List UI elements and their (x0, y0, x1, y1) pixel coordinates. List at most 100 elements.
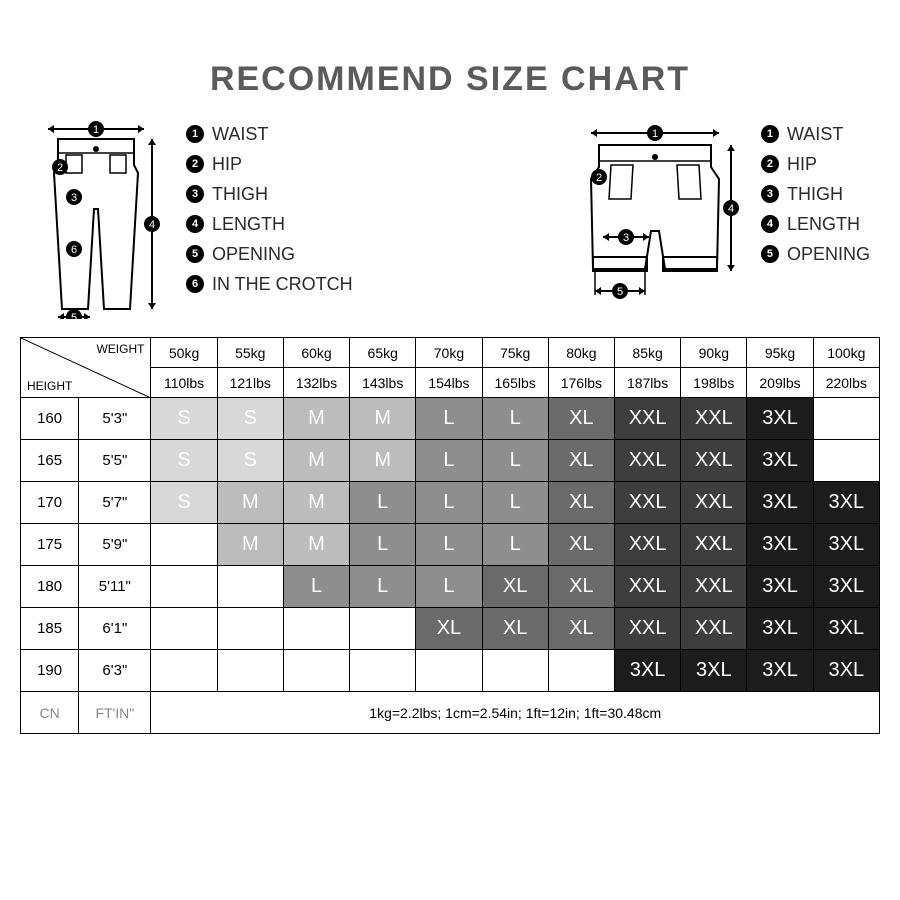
size-cell (151, 650, 217, 692)
pants-block: 1 4 2 3 6 (30, 119, 353, 319)
weight-lbs-cell: 220lbs (813, 368, 879, 398)
size-cell: 3XL (747, 482, 813, 524)
legend-label: THIGH (787, 179, 843, 209)
legend-item: 6IN THE CROTCH (186, 269, 353, 299)
weight-kg-cell: 95kg (747, 338, 813, 368)
size-cell: XL (548, 566, 614, 608)
size-cell: XXL (681, 398, 747, 440)
weight-lbs-cell: 187lbs (614, 368, 680, 398)
size-cell: S (217, 398, 283, 440)
size-cell (217, 566, 283, 608)
size-cell: 3XL (747, 440, 813, 482)
size-cell: XL (482, 566, 548, 608)
weight-lbs-cell: 121lbs (217, 368, 283, 398)
weight-lbs-cell: 154lbs (416, 368, 482, 398)
weight-lbs-cell: 176lbs (548, 368, 614, 398)
weight-kg-cell: 80kg (548, 338, 614, 368)
size-cell (416, 650, 482, 692)
size-cell: L (350, 566, 416, 608)
height-cn-cell: 165 (21, 440, 79, 482)
height-ft-cell: 5'9" (79, 524, 151, 566)
size-cell: 3XL (813, 650, 879, 692)
size-cell: 3XL (747, 608, 813, 650)
size-cell: L (482, 482, 548, 524)
size-cell: XL (416, 608, 482, 650)
height-ft-cell: 5'11" (79, 566, 151, 608)
legend-item: 5 OPENING (761, 239, 870, 269)
svg-text:3: 3 (623, 232, 629, 244)
legend-label: OPENING (787, 239, 870, 269)
size-cell: M (217, 524, 283, 566)
svg-text:5: 5 (71, 312, 77, 319)
size-cell: M (350, 440, 416, 482)
size-cell: XXL (614, 398, 680, 440)
svg-text:4: 4 (149, 219, 155, 231)
size-cell: L (416, 566, 482, 608)
weight-kg-cell: 85kg (614, 338, 680, 368)
size-cell: L (482, 440, 548, 482)
weight-kg-cell: 55kg (217, 338, 283, 368)
size-cell: L (416, 482, 482, 524)
size-cell: S (151, 482, 217, 524)
pants-legend: 1WAIST2HIP3THIGH4LENGTH5OPENING6IN THE C… (186, 119, 353, 299)
weight-kg-cell: 75kg (482, 338, 548, 368)
legend-label: WAIST (787, 119, 843, 149)
legend-label: HIP (787, 149, 817, 179)
legend-item: 5OPENING (186, 239, 353, 269)
size-cell (813, 398, 879, 440)
size-cell (217, 650, 283, 692)
size-cell: L (416, 440, 482, 482)
size-cell: XL (548, 440, 614, 482)
height-ft-cell: 6'3" (79, 650, 151, 692)
legend-label: IN THE CROTCH (212, 269, 353, 299)
height-ft-cell: 5'3" (79, 398, 151, 440)
height-cn-cell: 180 (21, 566, 79, 608)
shorts-diagram: 1 2 3 (565, 119, 745, 319)
legend-num: 4 (186, 215, 204, 233)
weight-kg-cell: 70kg (416, 338, 482, 368)
height-cn-cell: 170 (21, 482, 79, 524)
size-cell: XL (548, 482, 614, 524)
legend-item: 4LENGTH (186, 209, 353, 239)
svg-text:5: 5 (617, 286, 623, 298)
legend-item: 3THIGH (761, 179, 870, 209)
size-cell: XXL (614, 608, 680, 650)
footer-cn: CN (21, 692, 79, 734)
size-cell: XXL (681, 440, 747, 482)
legend-item: 2 HIP (761, 149, 870, 179)
weight-label: WEIGHT (96, 342, 144, 356)
shorts-block: 1 2 3 (565, 119, 870, 319)
height-ft-cell: 6'1" (79, 608, 151, 650)
height-label: HEIGHT (27, 379, 72, 393)
weight-kg-cell: 100kg (813, 338, 879, 368)
legend-item: 1 WAIST (761, 119, 870, 149)
size-cell: XXL (681, 524, 747, 566)
size-cell: L (350, 524, 416, 566)
weight-lbs-cell: 209lbs (747, 368, 813, 398)
page-title: RECOMMEND SIZE CHART (0, 60, 900, 99)
size-table: WEIGHT HEIGHT50kg55kg60kg65kg70kg75kg80k… (20, 337, 880, 734)
svg-text:4: 4 (728, 203, 734, 215)
size-cell: M (283, 524, 349, 566)
size-cell: 3XL (813, 566, 879, 608)
legend-num: 5 (761, 245, 779, 263)
weight-lbs-cell: 132lbs (283, 368, 349, 398)
size-cell: XXL (614, 524, 680, 566)
size-cell: XXL (681, 482, 747, 524)
size-cell: XL (548, 524, 614, 566)
corner-cell: WEIGHT HEIGHT (21, 338, 151, 398)
weight-kg-cell: 60kg (283, 338, 349, 368)
size-cell: 3XL (747, 398, 813, 440)
legend-num: 2 (761, 155, 779, 173)
height-cn-cell: 175 (21, 524, 79, 566)
svg-text:1: 1 (652, 128, 658, 140)
size-cell (283, 608, 349, 650)
footer-note: 1kg=2.2lbs; 1cm=2.54in; 1ft=12in; 1ft=30… (151, 692, 880, 734)
size-cell: 3XL (813, 482, 879, 524)
legend-num: 1 (761, 125, 779, 143)
size-cell: M (350, 398, 416, 440)
table-body: WEIGHT HEIGHT50kg55kg60kg65kg70kg75kg80k… (21, 338, 880, 734)
weight-lbs-cell: 198lbs (681, 368, 747, 398)
height-ft-cell: 5'7" (79, 482, 151, 524)
size-cell (283, 650, 349, 692)
